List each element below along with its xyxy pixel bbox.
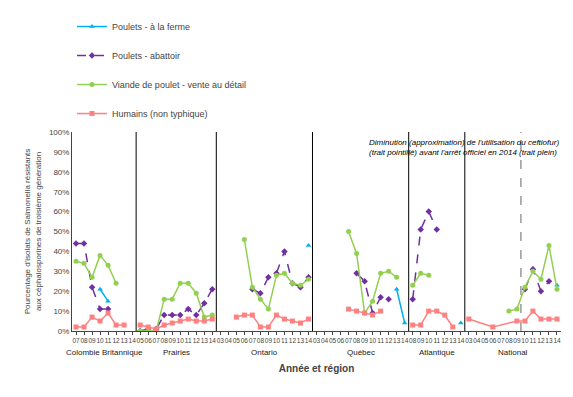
svg-text:09: 09 xyxy=(88,337,96,344)
svg-text:09: 09 xyxy=(417,337,425,344)
svg-text:30%: 30% xyxy=(53,267,69,276)
svg-text:70%: 70% xyxy=(53,188,69,197)
svg-text:90%: 90% xyxy=(53,148,69,157)
svg-text:05: 05 xyxy=(137,337,145,344)
svg-text:03: 03 xyxy=(313,337,321,344)
svg-text:11: 11 xyxy=(433,337,440,344)
svg-text:08: 08 xyxy=(505,337,513,344)
svg-text:13: 13 xyxy=(545,337,553,344)
svg-text:12: 12 xyxy=(537,337,545,344)
svg-text:10: 10 xyxy=(369,337,377,344)
svg-text:12: 12 xyxy=(385,337,393,344)
svg-text:Ontario: Ontario xyxy=(251,348,278,357)
svg-text:14: 14 xyxy=(553,337,561,344)
svg-text:13: 13 xyxy=(393,337,401,344)
svg-text:Poulets - abattoir: Poulets - abattoir xyxy=(112,51,180,61)
svg-text:Humains (non typhique): Humains (non typhique) xyxy=(112,109,208,119)
svg-text:40%: 40% xyxy=(53,247,69,256)
svg-text:07: 07 xyxy=(249,337,257,344)
svg-text:14: 14 xyxy=(129,337,137,344)
svg-text:0%: 0% xyxy=(58,327,70,336)
svg-text:04: 04 xyxy=(473,337,481,344)
svg-text:07: 07 xyxy=(497,337,505,344)
svg-text:11: 11 xyxy=(377,337,384,344)
svg-text:05: 05 xyxy=(233,337,241,344)
svg-text:09: 09 xyxy=(169,337,177,344)
svg-text:08: 08 xyxy=(353,337,361,344)
svg-text:07: 07 xyxy=(153,337,161,344)
svg-text:03: 03 xyxy=(217,337,225,344)
svg-text:13: 13 xyxy=(297,337,305,344)
svg-text:14: 14 xyxy=(305,337,313,344)
svg-text:Prairies: Prairies xyxy=(163,348,190,357)
svg-text:14: 14 xyxy=(401,337,409,344)
svg-text:14: 14 xyxy=(457,337,465,344)
svg-text:Poulets - à la ferme: Poulets - à la ferme xyxy=(112,22,190,32)
svg-text:12: 12 xyxy=(289,337,297,344)
svg-text:04: 04 xyxy=(225,337,233,344)
svg-text:10%: 10% xyxy=(53,307,69,316)
svg-text:06: 06 xyxy=(337,337,345,344)
svg-text:10: 10 xyxy=(521,337,529,344)
svg-text:National: National xyxy=(498,348,528,357)
svg-text:06: 06 xyxy=(145,337,153,344)
svg-text:Colombie Britannique: Colombie Britannique xyxy=(66,348,143,357)
svg-text:08: 08 xyxy=(80,337,88,344)
svg-text:Atlantique: Atlantique xyxy=(419,348,455,357)
svg-text:10: 10 xyxy=(273,337,281,344)
svg-text:04: 04 xyxy=(321,337,329,344)
svg-text:Année et région: Année et région xyxy=(279,363,355,374)
svg-text:13: 13 xyxy=(201,337,209,344)
svg-text:06: 06 xyxy=(489,337,497,344)
svg-text:11: 11 xyxy=(105,337,112,344)
svg-text:Diminution (approximation) de: Diminution (approximation) de l'utilisat… xyxy=(369,138,559,157)
svg-text:Viande de poulet - vente au dé: Viande de poulet - vente au détail xyxy=(112,80,246,90)
svg-text:07: 07 xyxy=(345,337,353,344)
svg-text:10: 10 xyxy=(177,337,185,344)
svg-text:Québec: Québec xyxy=(347,348,375,357)
svg-text:12: 12 xyxy=(441,337,449,344)
svg-text:09: 09 xyxy=(265,337,273,344)
svg-text:11: 11 xyxy=(185,337,192,344)
svg-text:09: 09 xyxy=(361,337,369,344)
svg-text:09: 09 xyxy=(513,337,521,344)
svg-text:100%: 100% xyxy=(49,128,69,137)
svg-text:08: 08 xyxy=(409,337,417,344)
svg-text:11: 11 xyxy=(530,337,537,344)
svg-text:80%: 80% xyxy=(53,168,69,177)
svg-text:11: 11 xyxy=(281,337,288,344)
svg-text:14: 14 xyxy=(209,337,217,344)
svg-text:07: 07 xyxy=(72,337,80,344)
svg-text:13: 13 xyxy=(449,337,457,344)
svg-text:08: 08 xyxy=(161,337,169,344)
svg-text:50%: 50% xyxy=(53,227,69,236)
svg-text:03: 03 xyxy=(465,337,473,344)
svg-text:10: 10 xyxy=(96,337,104,344)
svg-text:60%: 60% xyxy=(53,207,69,216)
svg-text:12: 12 xyxy=(193,337,201,344)
svg-text:13: 13 xyxy=(120,337,128,344)
svg-text:05: 05 xyxy=(481,337,489,344)
svg-text:12: 12 xyxy=(112,337,120,344)
svg-text:05: 05 xyxy=(329,337,337,344)
svg-text:06: 06 xyxy=(241,337,249,344)
svg-text:Pourcentage d'isolats de Salmo: Pourcentage d'isolats de Salmonella rési… xyxy=(23,149,42,315)
svg-text:10: 10 xyxy=(425,337,433,344)
svg-text:08: 08 xyxy=(257,337,265,344)
svg-text:20%: 20% xyxy=(53,287,69,296)
